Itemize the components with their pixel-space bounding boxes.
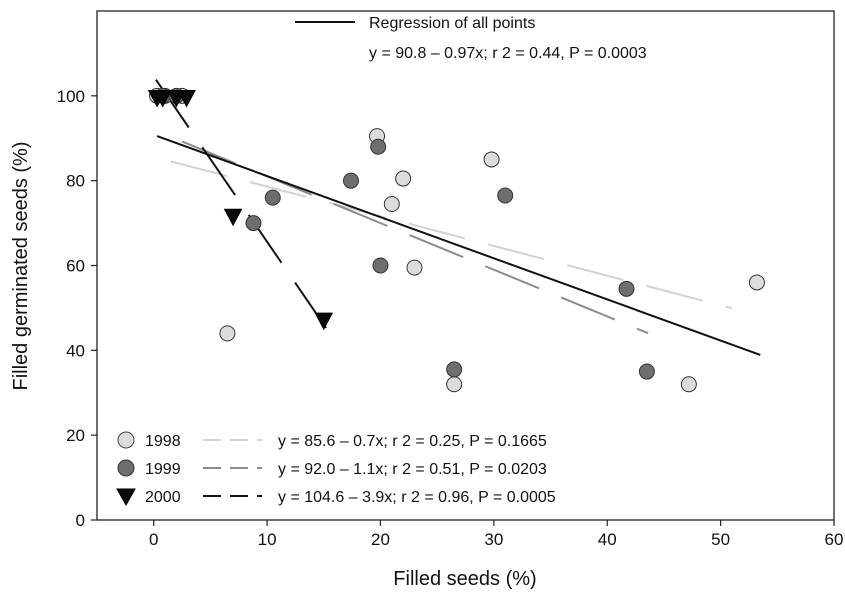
data-point-1999	[638, 363, 655, 380]
data-point-1999	[372, 257, 389, 274]
data-point-1999	[245, 215, 262, 232]
data-point-1998	[483, 151, 500, 168]
x-tick-label: 0	[149, 530, 158, 549]
data-point-1999	[264, 189, 281, 206]
x-tick-label: 30	[484, 530, 503, 549]
data-point-1998	[748, 274, 765, 291]
data-point-2000	[153, 89, 173, 108]
data-point-1999	[446, 361, 463, 378]
y-tick-label: 0	[76, 511, 85, 530]
data-point-1999	[618, 280, 635, 297]
x-tick-label: 60	[825, 530, 844, 549]
legend-equation-1999: y = 92.0 – 1.1x; r 2 = 0.51, P = 0.0203	[278, 461, 547, 478]
legend-label-1998: 1998	[145, 433, 181, 450]
data-point-1998	[383, 195, 400, 212]
regression-line-2000	[155, 79, 327, 329]
data-point-1999	[370, 138, 387, 155]
legend-label-2000: 2000	[145, 489, 181, 506]
x-tick-label: 40	[598, 530, 617, 549]
regression-line-all-points	[156, 135, 761, 356]
y-tick-label: 100	[57, 87, 85, 106]
series-legend: 1998 y = 85.6 – 0.7x; r 2 = 0.25, P = 0.…	[116, 431, 556, 507]
data-point-1999	[342, 172, 359, 189]
y-tick-label: 40	[66, 341, 85, 360]
y-tick-label: 60	[66, 257, 85, 276]
regression-lines	[155, 79, 761, 356]
regression-line-1998	[170, 160, 733, 310]
data-point-1998	[406, 259, 423, 276]
y-tick-label: 80	[66, 172, 85, 191]
y-tick-label: 20	[66, 426, 85, 445]
x-tick-label: 50	[711, 530, 730, 549]
data-point-1998	[446, 376, 463, 393]
data-point-1998	[395, 170, 412, 187]
legend-marker-1999	[117, 459, 135, 477]
overall-regression-legend: Regression of all points y = 90.8 – 0.97…	[295, 15, 647, 62]
data-point-1998	[219, 325, 236, 342]
x-tick-label: 20	[371, 530, 390, 549]
x-tick-label: 10	[258, 530, 277, 549]
legend-label-1999: 1999	[145, 461, 181, 478]
data-point-2000	[223, 208, 243, 227]
axis-ticks: 0 10 20 30 40 50 60 0 20 40 60 80 100	[57, 87, 844, 549]
legend-marker-1998	[117, 431, 135, 449]
x-axis-title: Filled seeds (%)	[393, 568, 536, 590]
legend-marker-2000	[116, 488, 136, 507]
data-point-2000	[314, 312, 334, 331]
overall-regression-label: Regression of all points	[369, 15, 535, 32]
y-axis-title: Filled germinated seeds (%)	[10, 142, 32, 391]
data-point-2000	[177, 89, 196, 108]
legend-equation-2000: y = 104.6 – 3.9x; r 2 = 0.96, P = 0.0005	[278, 489, 556, 506]
data-point-1998	[680, 376, 697, 393]
legend-equation-1998: y = 85.6 – 0.7x; r 2 = 0.25, P = 0.1665	[278, 433, 547, 450]
data-points	[147, 87, 765, 393]
data-point-1999	[497, 187, 514, 204]
overall-regression-equation: y = 90.8 – 0.97x; r 2 = 0.44, P = 0.0003	[369, 45, 647, 62]
